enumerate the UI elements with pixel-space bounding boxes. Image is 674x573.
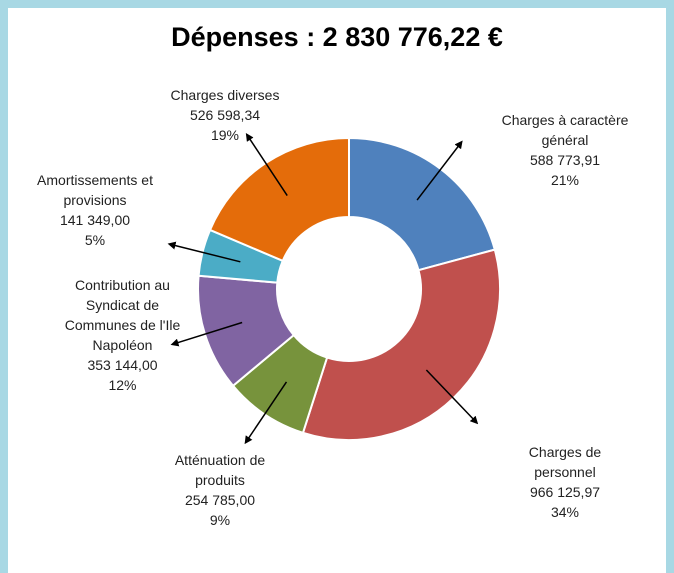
chart-title: Dépenses : 2 830 776,22 € (171, 22, 503, 52)
percentage-label: 12% (108, 377, 137, 393)
leader-arrow (245, 133, 288, 197)
value-label: 526 598,34 (189, 107, 261, 123)
data-label: Contribution au Syndicat de Communes de … (60, 275, 185, 395)
data-label: Charges diverses 526 598,34 19% (150, 85, 300, 145)
category-label: Contribution au Syndicat de Communes de … (64, 277, 181, 353)
value-label: 353 144,00 (87, 357, 158, 373)
percentage-label: 34% (550, 504, 580, 520)
category-label: Atténuation de produits (174, 452, 266, 488)
percentage-label: 21% (550, 172, 580, 188)
percentage-label: 19% (210, 127, 240, 143)
wedge (301, 248, 501, 441)
data-label: Charges de personnel 966 125,97 34% (510, 442, 620, 522)
percentage-label: 5% (84, 232, 106, 248)
data-label: Atténuation de produits 254 785,00 9% (160, 450, 280, 530)
leader-arrow (170, 321, 243, 347)
category-label: Charges à caractère général (501, 112, 629, 148)
wedge (208, 136, 350, 263)
value-label: 588 773,91 (529, 152, 601, 168)
leader-arrow (425, 369, 479, 425)
leader-arrow (416, 140, 463, 201)
category-label: Charges diverses (170, 87, 280, 103)
leader-arrow (167, 241, 241, 263)
data-label: Amortissements et provisions 141 349,00 5% (30, 170, 160, 250)
wedge (348, 136, 496, 272)
value-label: 966 125,97 (529, 484, 601, 500)
panel (8, 8, 666, 573)
value-label: 254 785,00 (184, 492, 256, 508)
value-label: 141 349,00 (59, 212, 131, 228)
data-label: Charges à caractère général 588 773,91 21% (500, 110, 630, 190)
leader-arrow (244, 381, 288, 445)
category-label: Charges de personnel (528, 444, 602, 480)
category-label: Amortissements et provisions (37, 172, 153, 208)
percentage-label: 9% (209, 512, 231, 528)
